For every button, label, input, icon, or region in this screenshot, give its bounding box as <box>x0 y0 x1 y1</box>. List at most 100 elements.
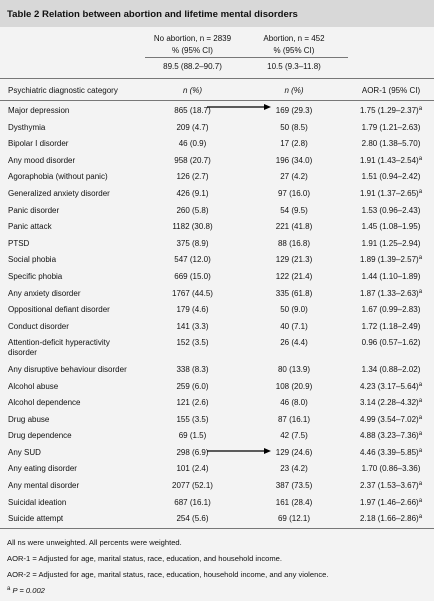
aor-value: 1.67 (0.99–2.83) <box>348 302 434 319</box>
ci-label: % (95% CI) <box>145 45 240 58</box>
footnote-mark: a <box>7 585 11 592</box>
abortion-text: 50 (9.0) <box>280 305 308 315</box>
abortion-text: 87 (16.1) <box>277 414 311 424</box>
no-abortion-value: 259 (6.0) <box>176 381 209 391</box>
no-abortion-value: 426 (9.1) <box>176 188 209 198</box>
category: Specific phobia <box>8 271 63 281</box>
category: Any disruptive behaviour disorder <box>8 364 127 374</box>
abortion-text: 108 (20.9) <box>275 381 313 391</box>
aor-text: 4.99 (3.54–7.02) <box>359 414 419 424</box>
aor-text: 1.45 (1.08–1.95) <box>361 222 421 232</box>
abortion-text: 161 (28.4) <box>275 497 313 507</box>
abortion-value: 87 (16.1) <box>240 411 348 428</box>
category: Social phobia <box>8 255 57 265</box>
table-row: Any SUD 298 (6.9) 129 (24.6) 4.46 (3.39–5.8… <box>0 445 434 462</box>
category: Suicidal ideation <box>8 497 67 507</box>
abortion-value: 169 (29.3) <box>207 101 348 119</box>
abortion-text: 129 (24.6) <box>275 447 313 457</box>
abortion-value: 129 (21.3) <box>240 252 348 269</box>
abortion-value: 161 (28.4) <box>240 494 348 511</box>
abortion-text: 50 (8.5) <box>280 122 308 132</box>
aor-note: a <box>418 431 423 438</box>
no-abortion-value: 46 (0.9) <box>178 139 207 149</box>
aor-text: 1.72 (1.18–2.49) <box>361 321 421 331</box>
abortion-value: 46 (8.0) <box>240 395 348 412</box>
aor-text: 2.18 (1.66–2.86) <box>359 514 419 524</box>
table-body: Major depression 865 (18.7) 169 (29.3) 1.75… <box>0 101 434 529</box>
abortion-text: 80 (13.9) <box>277 364 311 374</box>
overall-value: 10.5 (9.3–11.8) <box>267 62 321 71</box>
arrow-head <box>264 104 271 110</box>
category: Drug abuse <box>8 414 50 424</box>
aor-value: 1.44 (1.10–1.89) <box>348 269 434 286</box>
table-title: Table 2 Relation between abortion and li… <box>0 0 434 27</box>
abortion-value: 69 (12.1) <box>240 511 348 528</box>
aor-text: 1.44 (1.10–1.89) <box>361 271 421 281</box>
abortion-value: 108 (20.9) <box>240 378 348 395</box>
no-abortion-value: 375 (8.9) <box>176 238 209 248</box>
abortion-text: 88 (16.8) <box>277 238 311 248</box>
table-row: Oppositional defiant disorder 179 (4.6) 50… <box>0 302 434 319</box>
no-abortion-value: 152 (3.5) <box>176 338 209 348</box>
abortion-text: 335 (61.8) <box>275 288 313 298</box>
aor-header: AOR-1 (95% CI) <box>348 78 434 101</box>
aor-text: 4.46 (3.39–5.85) <box>359 447 419 457</box>
aor-note: a <box>418 155 423 162</box>
footnotes: All ns were unweighted. All percents wer… <box>0 537 434 601</box>
no-abortion-value: 121 (2.6) <box>176 398 209 408</box>
arrow <box>207 104 271 110</box>
no-abortion-value: 1182 (30.8) <box>172 222 213 232</box>
abortion-value: 42 (7.5) <box>240 428 348 445</box>
aor-note: a <box>418 447 423 454</box>
aor-value: 1.75 (1.29–2.37)a <box>348 101 434 119</box>
footnote: AOR-2 = Adjusted for age, marital status… <box>7 569 329 579</box>
no-abortion-value: 260 (5.8) <box>176 205 209 215</box>
category: Any mood disorder <box>8 155 76 165</box>
no-abortion-value: 338 (8.3) <box>176 364 209 374</box>
abortion-text: 122 (21.4) <box>275 271 313 281</box>
aor-note: a <box>418 398 423 405</box>
aor-text: 1.79 (1.21–2.63) <box>361 122 421 132</box>
category: Any eating disorder <box>8 464 77 474</box>
aor-value: 1.91 (1.37–2.65)a <box>348 186 434 203</box>
abortion-value: 196 (34.0) <box>240 152 348 169</box>
abortion-value: 26 (4.4) <box>240 335 348 362</box>
no-abortion-value: 687 (16.1) <box>174 497 211 507</box>
footnote: AOR-1 = Adjusted for age, marital status… <box>7 553 283 563</box>
no-abortion-value: 141 (3.3) <box>176 321 209 331</box>
aor-text: 3.14 (2.28–4.32) <box>359 398 419 408</box>
abortion-value: 50 (8.5) <box>240 119 348 136</box>
aor-value: 1.97 (1.46–2.66)a <box>348 494 434 511</box>
aor-value: 1.91 (1.43–2.54)a <box>348 152 434 169</box>
category: Alcohol dependence <box>8 398 81 408</box>
aor-text: 1.70 (0.86–3.36) <box>361 464 421 474</box>
abortion-value: 17 (2.8) <box>240 136 348 153</box>
category: Major depression <box>8 106 70 115</box>
table-row: Dysthymia 209 (4.7) 50 (8.5) 1.79 (1.21–2.6… <box>0 119 434 136</box>
aor-text: 4.23 (3.17–5.64) <box>359 381 419 391</box>
aor-text: 1.91 (1.25–2.94) <box>361 238 421 248</box>
aor-note: a <box>418 106 423 112</box>
aor-text: 1.91 (1.37–2.65) <box>359 188 419 198</box>
abortion-value: 23 (4.2) <box>240 461 348 478</box>
category: Alcohol abuse <box>8 381 59 391</box>
table-row: Attention-deficit hyperactivity disorder… <box>0 335 434 362</box>
abortion-value: 40 (7.1) <box>240 318 348 335</box>
aor-value: 1.51 (0.94–2.42) <box>348 169 434 186</box>
column-header: No abortion, n = 2839 <box>153 34 232 43</box>
table-row: Major depression 865 (18.7) 169 (29.3) 1.75… <box>0 101 434 119</box>
aor-value: 2.80 (1.38–5.70) <box>348 136 434 153</box>
no-abortion-value: 69 (1.5) <box>178 431 207 441</box>
category: Any anxiety disorder <box>8 288 81 298</box>
aor-text: 1.87 (1.33–2.63) <box>359 288 419 298</box>
category: Panic disorder <box>8 205 60 215</box>
n-label: n (%) <box>240 78 348 101</box>
n-label: n (%) <box>145 78 240 101</box>
abortion-text: 17 (2.8) <box>280 139 308 149</box>
abortion-text: 54 (9.5) <box>280 205 308 215</box>
aor-text: 1.67 (0.99–2.83) <box>361 305 421 315</box>
category: Oppositional defiant disorder <box>8 305 110 315</box>
no-abortion-value: 254 (5.6) <box>176 514 209 524</box>
aor-value: 4.23 (3.17–5.64)a <box>348 378 434 395</box>
no-abortion-value: 126 (2.7) <box>176 172 209 182</box>
